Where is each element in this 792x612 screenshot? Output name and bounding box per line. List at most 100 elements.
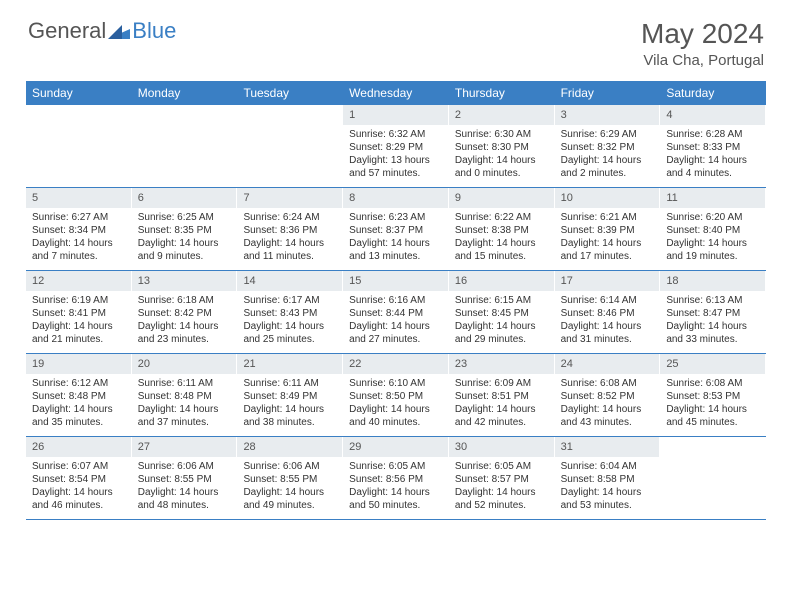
- day-number: 14: [237, 271, 342, 291]
- sunset-text: Sunset: 8:43 PM: [243, 307, 336, 320]
- sunset-text: Sunset: 8:55 PM: [243, 473, 336, 486]
- day-cell: 24Sunrise: 6:08 AMSunset: 8:52 PMDayligh…: [555, 354, 661, 436]
- sunrise-text: Sunrise: 6:25 AM: [138, 211, 231, 224]
- day-info: Sunrise: 6:32 AMSunset: 8:29 PMDaylight:…: [343, 125, 448, 186]
- sunset-text: Sunset: 8:35 PM: [138, 224, 231, 237]
- day-info: Sunrise: 6:05 AMSunset: 8:56 PMDaylight:…: [343, 457, 448, 518]
- day-cell: 12Sunrise: 6:19 AMSunset: 8:41 PMDayligh…: [26, 271, 132, 353]
- day-number: 8: [343, 188, 448, 208]
- sunset-text: Sunset: 8:56 PM: [349, 473, 442, 486]
- sunrise-text: Sunrise: 6:27 AM: [32, 211, 125, 224]
- daylight-text: Daylight: 14 hours and 13 minutes.: [349, 237, 442, 263]
- day-info: Sunrise: 6:30 AMSunset: 8:30 PMDaylight:…: [449, 125, 554, 186]
- day-number: 11: [660, 188, 765, 208]
- sunrise-text: Sunrise: 6:30 AM: [455, 128, 548, 141]
- sunrise-text: Sunrise: 6:14 AM: [561, 294, 654, 307]
- day-number: 30: [449, 437, 554, 457]
- daylight-text: Daylight: 14 hours and 48 minutes.: [138, 486, 231, 512]
- day-info: Sunrise: 6:27 AMSunset: 8:34 PMDaylight:…: [26, 208, 131, 269]
- day-info: Sunrise: 6:07 AMSunset: 8:54 PMDaylight:…: [26, 457, 131, 518]
- day-cell: 11Sunrise: 6:20 AMSunset: 8:40 PMDayligh…: [660, 188, 766, 270]
- day-info: Sunrise: 6:06 AMSunset: 8:55 PMDaylight:…: [132, 457, 237, 518]
- sunset-text: Sunset: 8:48 PM: [32, 390, 125, 403]
- daylight-text: Daylight: 14 hours and 0 minutes.: [455, 154, 548, 180]
- day-header: Saturday: [660, 81, 766, 105]
- day-number: 10: [555, 188, 660, 208]
- day-number: 31: [555, 437, 660, 457]
- day-cell: 22Sunrise: 6:10 AMSunset: 8:50 PMDayligh…: [343, 354, 449, 436]
- day-number: 15: [343, 271, 448, 291]
- sunrise-text: Sunrise: 6:08 AM: [561, 377, 654, 390]
- daylight-text: Daylight: 14 hours and 35 minutes.: [32, 403, 125, 429]
- sunset-text: Sunset: 8:51 PM: [455, 390, 548, 403]
- wing-icon: [108, 23, 130, 39]
- day-info: Sunrise: 6:05 AMSunset: 8:57 PMDaylight:…: [449, 457, 554, 518]
- day-number: 18: [660, 271, 765, 291]
- sunrise-text: Sunrise: 6:28 AM: [666, 128, 759, 141]
- day-info: Sunrise: 6:08 AMSunset: 8:53 PMDaylight:…: [660, 374, 765, 435]
- sunset-text: Sunset: 8:37 PM: [349, 224, 442, 237]
- sunset-text: Sunset: 8:39 PM: [561, 224, 654, 237]
- day-number: 9: [449, 188, 554, 208]
- daylight-text: Daylight: 14 hours and 50 minutes.: [349, 486, 442, 512]
- daylight-text: Daylight: 14 hours and 49 minutes.: [243, 486, 336, 512]
- day-header: Wednesday: [343, 81, 449, 105]
- sunset-text: Sunset: 8:47 PM: [666, 307, 759, 320]
- sunset-text: Sunset: 8:57 PM: [455, 473, 548, 486]
- daylight-text: Daylight: 14 hours and 31 minutes.: [561, 320, 654, 346]
- daylight-text: Daylight: 14 hours and 4 minutes.: [666, 154, 759, 180]
- title-block: May 2024 Vila Cha, Portugal: [641, 18, 764, 69]
- day-number: 27: [132, 437, 237, 457]
- daylight-text: Daylight: 14 hours and 11 minutes.: [243, 237, 336, 263]
- sunset-text: Sunset: 8:29 PM: [349, 141, 442, 154]
- sunrise-text: Sunrise: 6:10 AM: [349, 377, 442, 390]
- sunset-text: Sunset: 8:42 PM: [138, 307, 231, 320]
- day-number: 2: [449, 105, 554, 125]
- day-cell: 20Sunrise: 6:11 AMSunset: 8:48 PMDayligh…: [132, 354, 238, 436]
- day-info: Sunrise: 6:10 AMSunset: 8:50 PMDaylight:…: [343, 374, 448, 435]
- day-number: 13: [132, 271, 237, 291]
- day-cell: 15Sunrise: 6:16 AMSunset: 8:44 PMDayligh…: [343, 271, 449, 353]
- daylight-text: Daylight: 13 hours and 57 minutes.: [349, 154, 442, 180]
- day-info: Sunrise: 6:19 AMSunset: 8:41 PMDaylight:…: [26, 291, 131, 352]
- sunset-text: Sunset: 8:45 PM: [455, 307, 548, 320]
- day-info: Sunrise: 6:08 AMSunset: 8:52 PMDaylight:…: [555, 374, 660, 435]
- day-cell: 19Sunrise: 6:12 AMSunset: 8:48 PMDayligh…: [26, 354, 132, 436]
- day-header-row: SundayMondayTuesdayWednesdayThursdayFrid…: [26, 81, 766, 105]
- sunrise-text: Sunrise: 6:15 AM: [455, 294, 548, 307]
- daylight-text: Daylight: 14 hours and 25 minutes.: [243, 320, 336, 346]
- day-info: Sunrise: 6:20 AMSunset: 8:40 PMDaylight:…: [660, 208, 765, 269]
- day-info: Sunrise: 6:09 AMSunset: 8:51 PMDaylight:…: [449, 374, 554, 435]
- sunset-text: Sunset: 8:46 PM: [561, 307, 654, 320]
- day-number: 26: [26, 437, 131, 457]
- day-number: 7: [237, 188, 342, 208]
- daylight-text: Daylight: 14 hours and 43 minutes.: [561, 403, 654, 429]
- sunrise-text: Sunrise: 6:24 AM: [243, 211, 336, 224]
- sunset-text: Sunset: 8:36 PM: [243, 224, 336, 237]
- sunrise-text: Sunrise: 6:06 AM: [138, 460, 231, 473]
- sunset-text: Sunset: 8:52 PM: [561, 390, 654, 403]
- daylight-text: Daylight: 14 hours and 21 minutes.: [32, 320, 125, 346]
- day-info: Sunrise: 6:12 AMSunset: 8:48 PMDaylight:…: [26, 374, 131, 435]
- day-cell: 2Sunrise: 6:30 AMSunset: 8:30 PMDaylight…: [449, 105, 555, 187]
- day-number: 21: [237, 354, 342, 374]
- sunrise-text: Sunrise: 6:20 AM: [666, 211, 759, 224]
- day-cell: 8Sunrise: 6:23 AMSunset: 8:37 PMDaylight…: [343, 188, 449, 270]
- day-cell: 27Sunrise: 6:06 AMSunset: 8:55 PMDayligh…: [132, 437, 238, 519]
- sunrise-text: Sunrise: 6:08 AM: [666, 377, 759, 390]
- daylight-text: Daylight: 14 hours and 9 minutes.: [138, 237, 231, 263]
- day-info: Sunrise: 6:16 AMSunset: 8:44 PMDaylight:…: [343, 291, 448, 352]
- day-cell: 29Sunrise: 6:05 AMSunset: 8:56 PMDayligh…: [343, 437, 449, 519]
- sunrise-text: Sunrise: 6:11 AM: [138, 377, 231, 390]
- sunrise-text: Sunrise: 6:04 AM: [561, 460, 654, 473]
- day-number: 25: [660, 354, 765, 374]
- page-header: General Blue May 2024 Vila Cha, Portugal: [0, 0, 792, 77]
- day-cell: 14Sunrise: 6:17 AMSunset: 8:43 PMDayligh…: [237, 271, 343, 353]
- day-number: 23: [449, 354, 554, 374]
- daylight-text: Daylight: 14 hours and 53 minutes.: [561, 486, 654, 512]
- day-info: Sunrise: 6:17 AMSunset: 8:43 PMDaylight:…: [237, 291, 342, 352]
- sunset-text: Sunset: 8:38 PM: [455, 224, 548, 237]
- day-cell: 16Sunrise: 6:15 AMSunset: 8:45 PMDayligh…: [449, 271, 555, 353]
- brand-blue: Blue: [132, 18, 176, 44]
- day-header: Monday: [132, 81, 238, 105]
